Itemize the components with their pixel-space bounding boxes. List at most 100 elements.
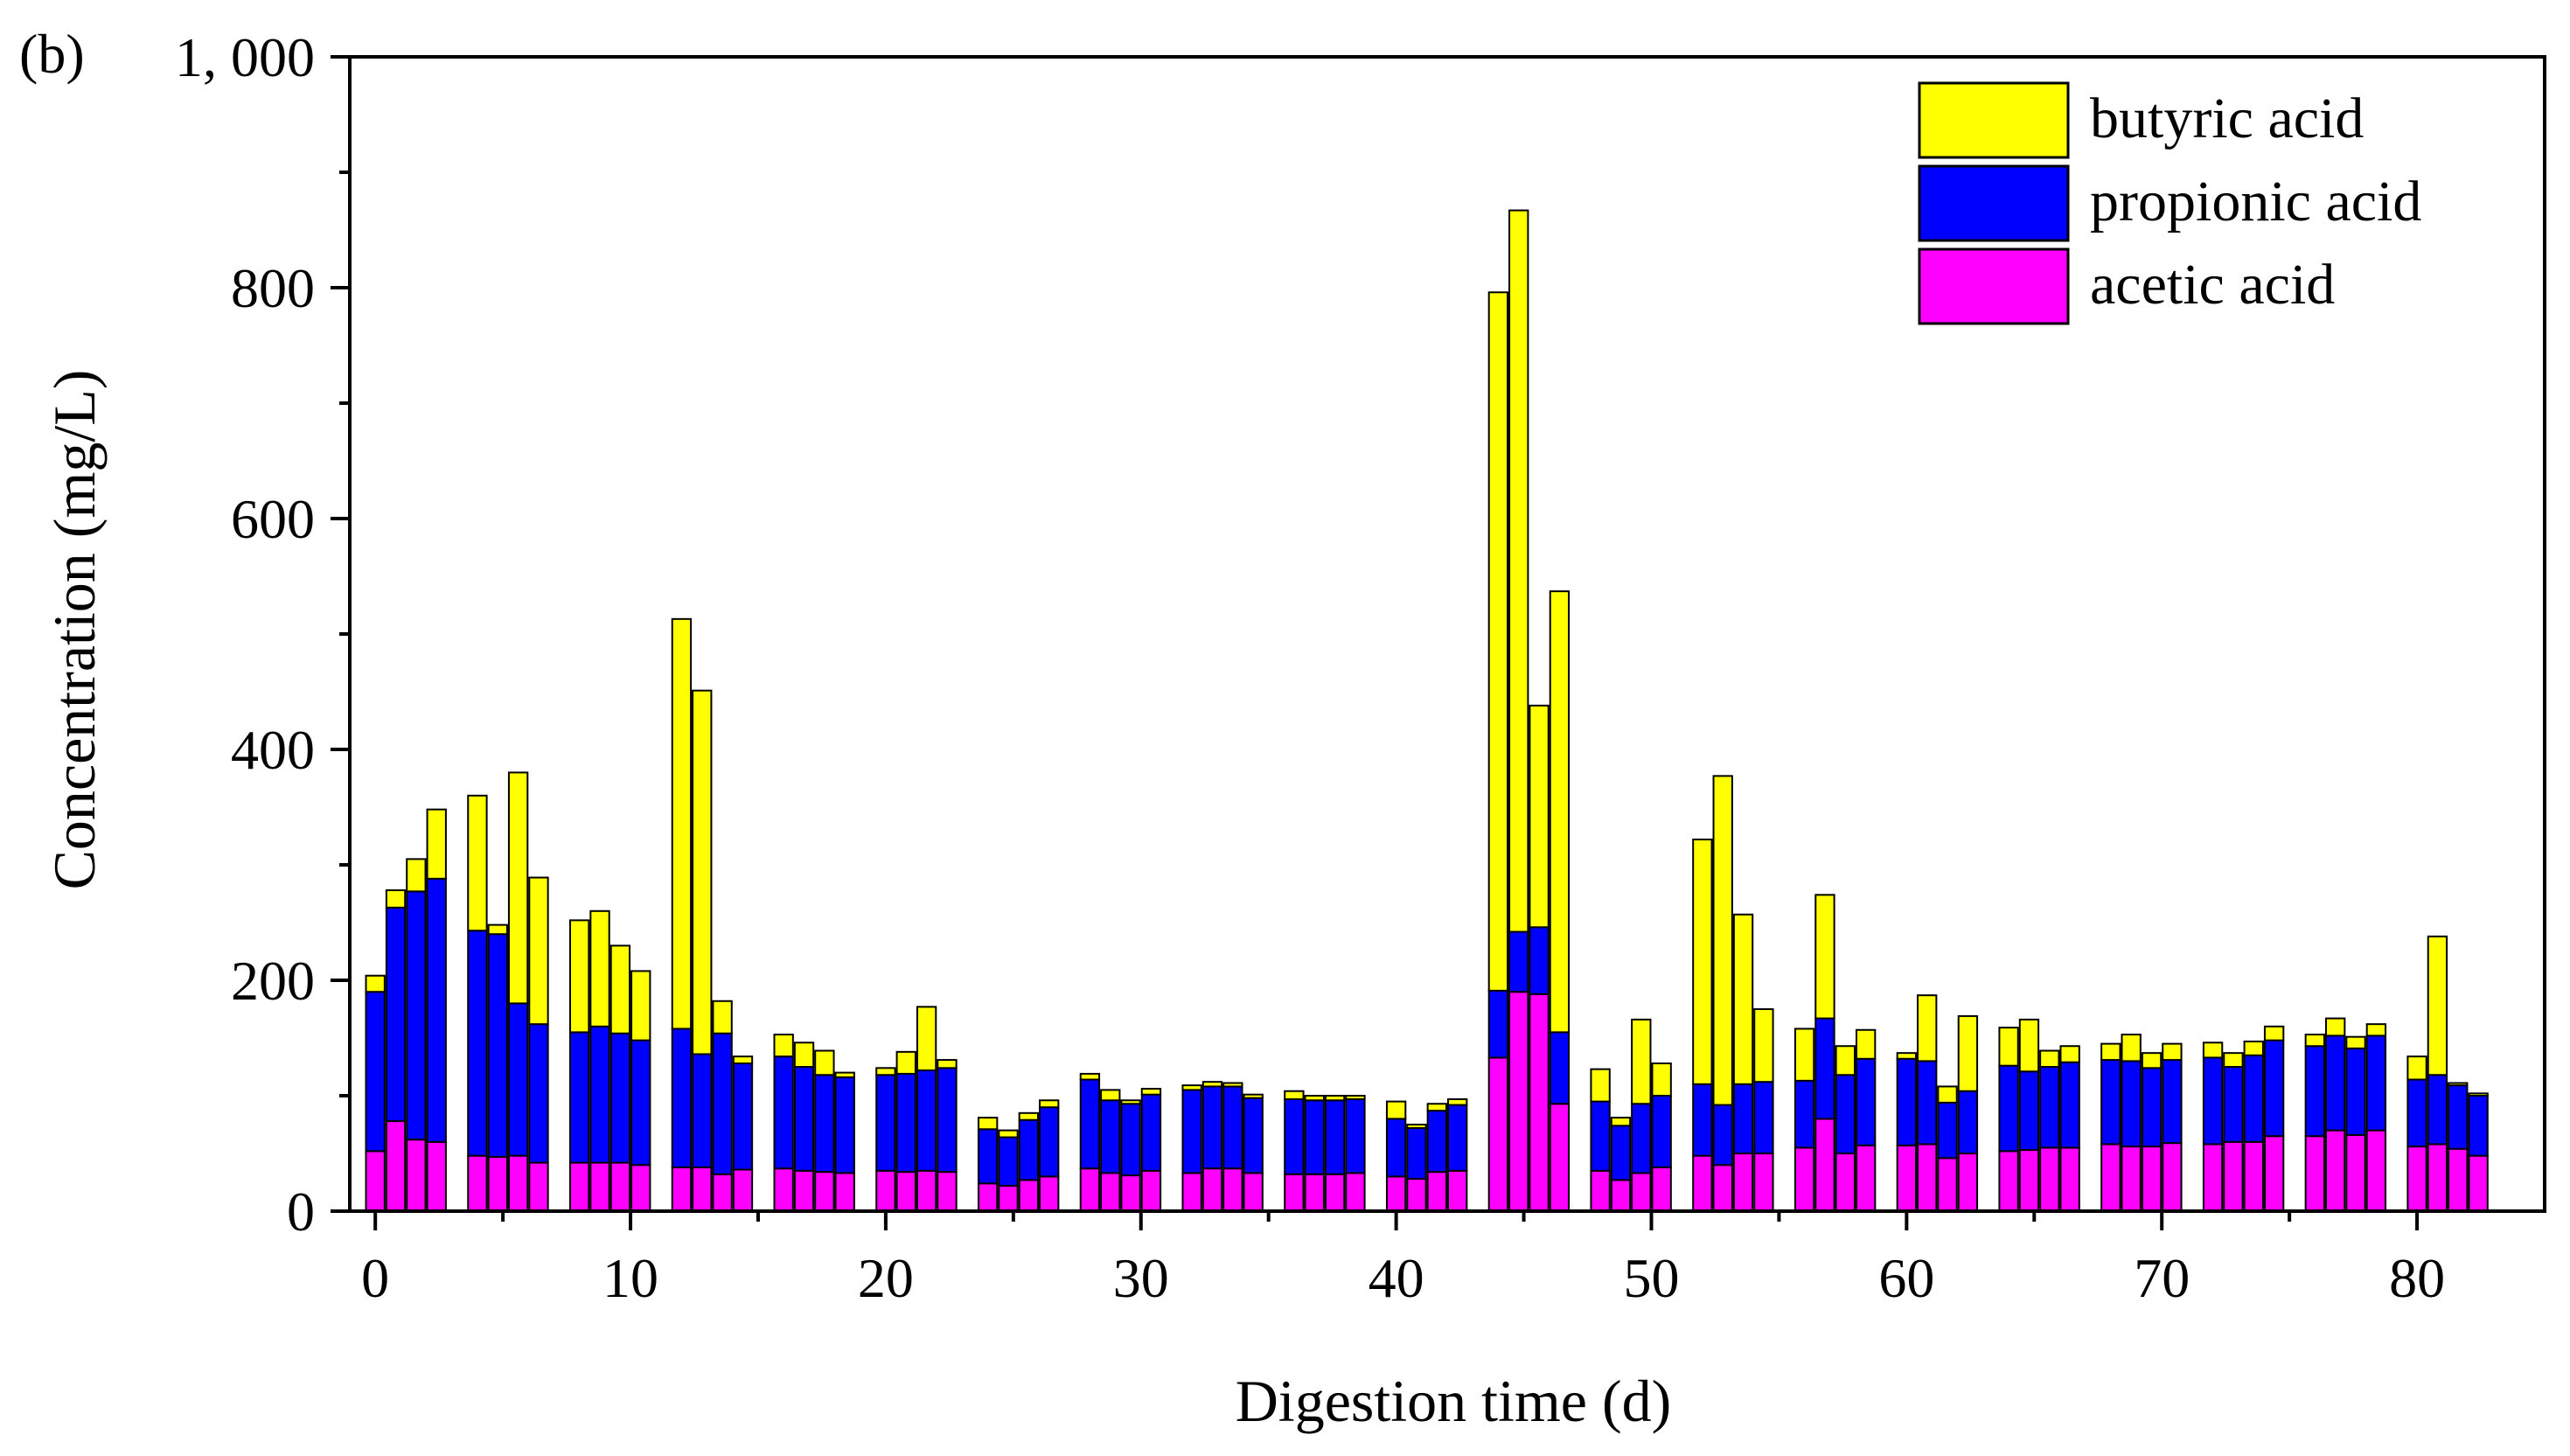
bar-butyric-acid xyxy=(426,808,447,880)
bar-butyric-acid xyxy=(1590,1068,1611,1103)
bar-butyric-acid xyxy=(1120,1099,1141,1105)
bar-acetic-acid xyxy=(2468,1154,2489,1213)
bar-acetic-acid xyxy=(609,1161,631,1213)
bar-acetic-acid xyxy=(2243,1140,2264,1213)
bar-butyric-acid xyxy=(467,794,488,932)
bar-propionic-acid xyxy=(630,1039,651,1167)
bar-propionic-acid xyxy=(814,1074,835,1174)
bar-acetic-acid xyxy=(1324,1173,1346,1213)
bar-propionic-acid xyxy=(2202,1056,2224,1146)
bar-propionic-acid xyxy=(2468,1095,2489,1157)
bar-acetic-acid xyxy=(1426,1171,1448,1212)
bar-propionic-acid xyxy=(1304,1099,1325,1175)
bar-acetic-acid xyxy=(875,1169,896,1213)
bar-acetic-acid xyxy=(507,1154,529,1213)
bar-butyric-acid xyxy=(406,858,427,893)
bar-butyric-acid xyxy=(2468,1092,2489,1097)
bar-propionic-acid xyxy=(712,1032,733,1175)
bar-propionic-acid xyxy=(732,1062,754,1171)
bar-butyric-acid xyxy=(793,1041,815,1069)
bar-butyric-acid xyxy=(2100,1042,2121,1062)
bar-acetic-acid xyxy=(1712,1164,1733,1212)
bar-butyric-acid xyxy=(1324,1095,1346,1102)
y-tick-label: 200 xyxy=(231,950,315,1012)
bar-propionic-acid xyxy=(1079,1078,1101,1170)
bar-propionic-acid xyxy=(1998,1064,2019,1153)
bar-acetic-acid xyxy=(1201,1167,1223,1213)
y-tick-label: 0 xyxy=(287,1181,315,1243)
bar-propionic-acid xyxy=(1631,1103,1652,1174)
bar-propionic-acid xyxy=(2345,1047,2366,1136)
bar-propionic-acid xyxy=(875,1074,896,1172)
bar-acetic-acid xyxy=(1692,1154,1713,1213)
bar-acetic-acid xyxy=(1631,1172,1652,1212)
bar-propionic-acid xyxy=(1140,1093,1162,1172)
bar-propionic-acid xyxy=(1385,1118,1407,1178)
legend-label: acetic acid xyxy=(2090,253,2335,317)
bar-acetic-acid xyxy=(1120,1174,1141,1212)
bar-butyric-acid xyxy=(1855,1028,1877,1060)
bar-acetic-acid xyxy=(834,1172,855,1212)
bar-acetic-acid xyxy=(406,1139,427,1213)
bar-propionic-acid xyxy=(977,1128,999,1185)
y-tick-label: 800 xyxy=(231,257,315,319)
bar-butyric-acid xyxy=(1835,1045,1856,1076)
bar-acetic-acid xyxy=(671,1166,693,1212)
x-tick-label: 60 xyxy=(1878,1247,1934,1309)
bar-butyric-acid xyxy=(671,617,693,1030)
bar-acetic-acid xyxy=(1345,1172,1366,1212)
bar-acetic-acid xyxy=(692,1166,713,1212)
bar-propionic-acid xyxy=(2223,1066,2244,1143)
bar-acetic-acid xyxy=(630,1164,651,1212)
bar-butyric-acid xyxy=(2121,1034,2142,1062)
bar-butyric-acid xyxy=(814,1049,835,1076)
bar-butyric-acid xyxy=(1937,1085,1958,1104)
bar-propionic-acid xyxy=(589,1025,610,1164)
bar-acetic-acid xyxy=(1549,1103,1571,1212)
bar-acetic-acid xyxy=(937,1171,958,1212)
bar-butyric-acid xyxy=(1957,1014,1979,1092)
bar-acetic-acid xyxy=(1937,1157,1958,1213)
legend-swatch-propionic-acid xyxy=(1918,164,2070,242)
bar-butyric-acid xyxy=(630,970,651,1041)
bar-butyric-acid xyxy=(834,1071,855,1078)
bar-butyric-acid xyxy=(1385,1100,1407,1120)
bar-acetic-acid xyxy=(1181,1172,1202,1212)
bar-butyric-acid xyxy=(977,1117,999,1131)
bar-acetic-acid xyxy=(2162,1142,2183,1212)
bar-propionic-acid xyxy=(937,1067,958,1174)
bar-acetic-acid xyxy=(998,1184,1019,1212)
bar-acetic-acid xyxy=(2121,1146,2142,1212)
bar-butyric-acid xyxy=(1039,1099,1060,1109)
bar-acetic-acid xyxy=(793,1169,815,1213)
bar-butyric-acid xyxy=(609,944,631,1035)
bar-acetic-acid xyxy=(1018,1179,1040,1212)
bar-acetic-acid xyxy=(1222,1167,1243,1213)
bar-acetic-acid xyxy=(2365,1129,2387,1212)
bar-butyric-acid xyxy=(528,876,549,1026)
bar-acetic-acid xyxy=(385,1120,407,1213)
bar-butyric-acid xyxy=(1345,1095,1366,1100)
bar-acetic-acid xyxy=(1243,1172,1264,1212)
bar-butyric-acid xyxy=(1222,1082,1243,1088)
bar-propionic-acid xyxy=(365,991,386,1153)
bar-acetic-acid xyxy=(1835,1153,1856,1212)
bar-butyric-acid xyxy=(569,919,590,1034)
bar-propionic-acid xyxy=(1937,1101,1958,1160)
bar-propionic-acid xyxy=(2039,1066,2060,1149)
bar-propionic-acid xyxy=(2325,1035,2346,1132)
bar-acetic-acid xyxy=(2059,1146,2080,1213)
bar-butyric-acid xyxy=(2263,1025,2285,1041)
bar-acetic-acid xyxy=(2263,1135,2285,1212)
bar-propionic-acid xyxy=(1447,1104,1468,1172)
bar-propionic-acid xyxy=(569,1031,590,1164)
bar-butyric-acid xyxy=(1508,209,1529,933)
bar-propionic-acid xyxy=(1651,1095,1672,1168)
bar-acetic-acid xyxy=(2406,1146,2427,1212)
bar-propionic-acid xyxy=(609,1032,631,1164)
bar-acetic-acid xyxy=(1753,1153,1774,1212)
bar-propionic-acid xyxy=(1243,1097,1264,1174)
bar-propionic-acid xyxy=(1222,1085,1243,1170)
bar-acetic-acid xyxy=(1284,1173,1305,1213)
